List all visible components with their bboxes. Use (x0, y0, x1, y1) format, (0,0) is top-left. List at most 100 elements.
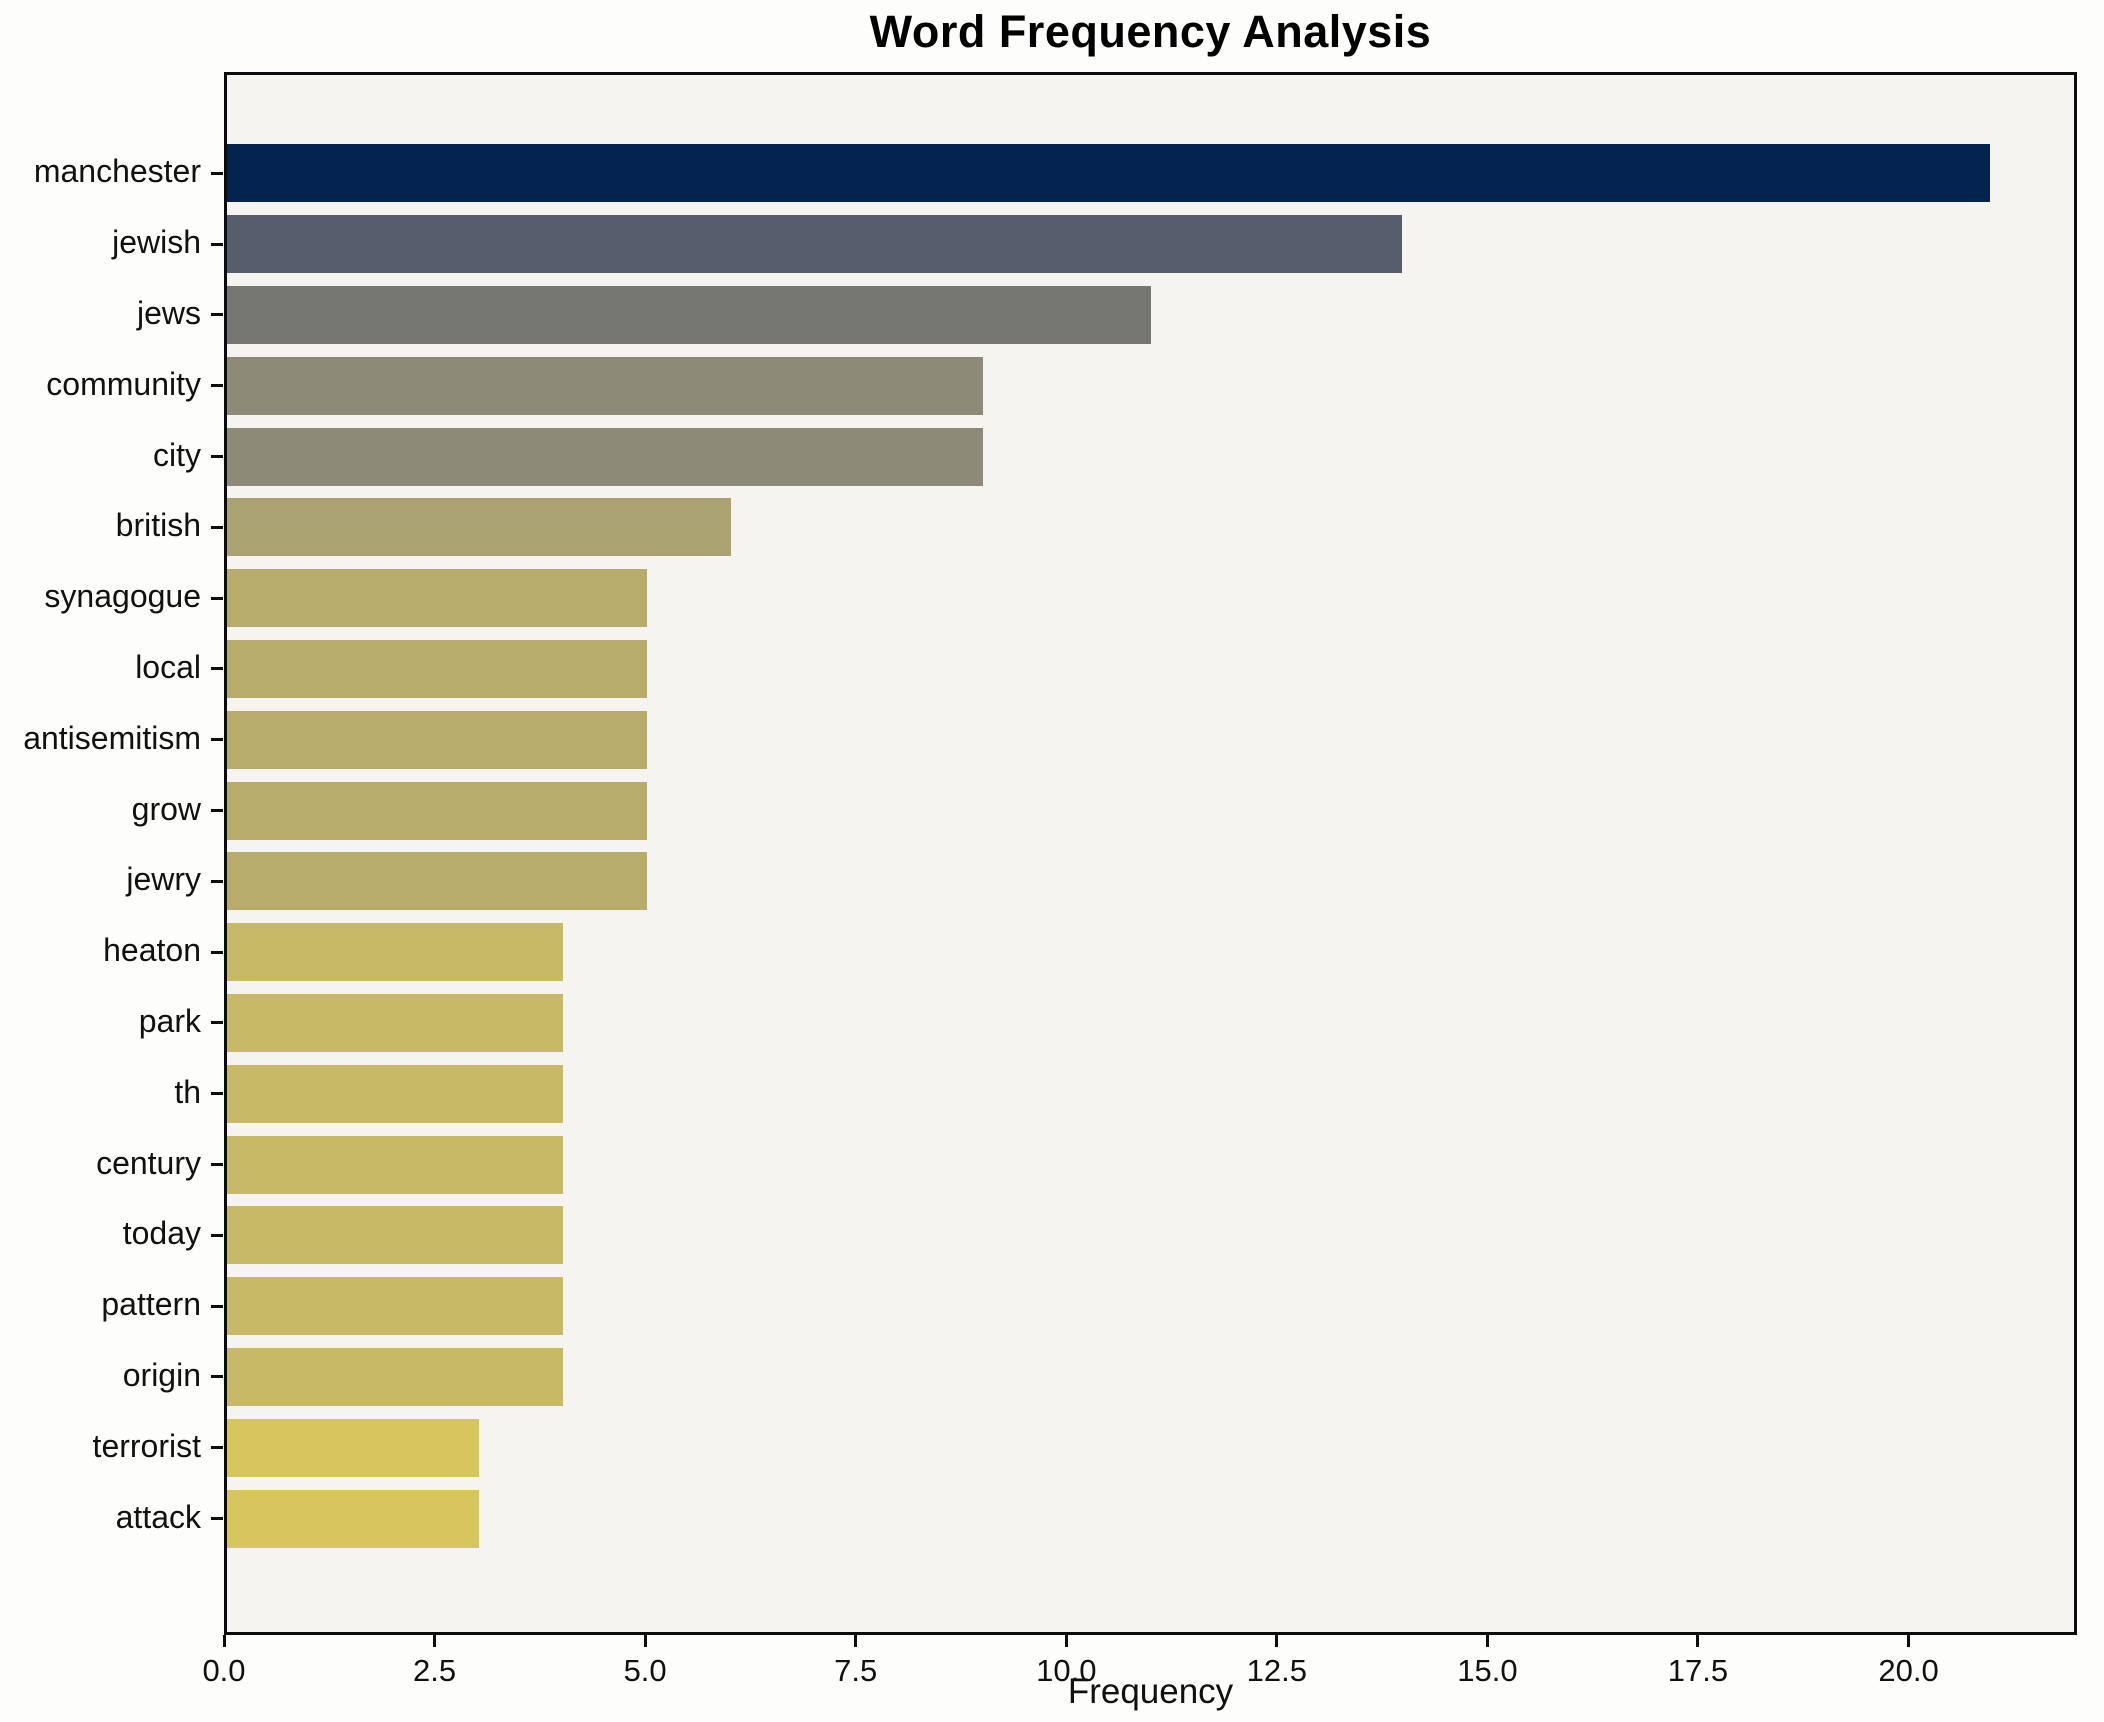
y-tick-mark (211, 1375, 223, 1379)
plot-area: manchester jewish jews community city british… (23, 72, 2077, 1635)
y-tick-label: antisemitism (23, 719, 201, 756)
y-tick-mark (211, 879, 223, 883)
y-tick-label: local (135, 648, 201, 685)
bar-today (227, 1206, 563, 1265)
chart-title: Word Frequency Analysis (869, 6, 1432, 57)
bar-row: local (135, 634, 2074, 705)
bar-row: british (116, 492, 2074, 563)
x-tick-label: 17.5 (1667, 1653, 1729, 1688)
y-tick-label: today (122, 1215, 201, 1252)
x-tick-label: 10.0 (1036, 1653, 1097, 1688)
bar-antisemitism (227, 710, 647, 769)
x-tick-mark (643, 1635, 647, 1647)
x-axis-label: Frequency (1067, 1672, 1234, 1711)
y-tick-label: park (138, 1002, 201, 1039)
y-tick-mark (211, 1163, 223, 1167)
bar-row: origin (123, 1342, 2074, 1413)
x-tick-mark (1907, 1635, 1911, 1647)
x-tick-label: 20.0 (1878, 1653, 1939, 1688)
bar-row: jewish (112, 209, 2074, 280)
bar-row: community (46, 350, 2074, 421)
x-tick-label: 0.0 (202, 1653, 246, 1688)
y-tick-label: origin (122, 1356, 201, 1393)
y-tick-mark (211, 596, 223, 600)
y-tick-mark (211, 1092, 223, 1096)
bar-row: heaton (103, 917, 2074, 988)
y-tick-mark (211, 738, 223, 742)
bar-british (227, 498, 731, 557)
bar-row: manchester (34, 138, 2074, 209)
y-tick-label: british (115, 507, 201, 544)
y-tick-label: synagogue (44, 578, 201, 615)
y-tick-mark (211, 1233, 223, 1237)
y-tick-label: jews (136, 295, 201, 332)
x-tick-mark (854, 1635, 858, 1647)
y-tick-label: heaton (103, 932, 201, 969)
x-tick-label: 7.5 (834, 1653, 878, 1688)
y-tick-mark (211, 242, 223, 246)
bar-jewry (227, 852, 647, 911)
bar-th (227, 1064, 563, 1123)
x-tick-label: 5.0 (623, 1653, 667, 1688)
y-tick-mark (211, 1517, 223, 1521)
bar-manchester (227, 144, 1991, 203)
bar-row: park (139, 988, 2074, 1059)
bar-pattern (227, 1277, 563, 1336)
bar-row: grow (132, 775, 2074, 846)
x-tick-mark (1275, 1635, 1279, 1647)
bar-terrorist (227, 1418, 479, 1477)
y-tick-mark (211, 809, 223, 813)
bar-row: city (153, 421, 2074, 492)
y-tick-mark (211, 171, 223, 175)
bar-row: jews (137, 280, 2074, 351)
bar-heaton (227, 923, 563, 982)
bar-row: attack (116, 1483, 2074, 1554)
y-tick-label: jewry (126, 861, 201, 898)
x-tick-mark (1485, 1635, 1489, 1647)
bar-attack (227, 1489, 479, 1548)
y-tick-mark (211, 384, 223, 388)
bar-jews (227, 285, 1151, 344)
y-tick-mark (211, 1446, 223, 1450)
bar-community (227, 356, 983, 415)
x-tick-label: 12.5 (1246, 1653, 1307, 1688)
bar-row: pattern (101, 1271, 2074, 1342)
bar-row: antisemitism (23, 704, 2074, 775)
y-tick-label: city (153, 436, 201, 473)
y-tick-label: grow (131, 790, 201, 827)
y-tick-mark (211, 1021, 223, 1025)
x-tick-mark (222, 1635, 226, 1647)
bar-jewish (227, 215, 1403, 274)
bar-row: jewry (126, 846, 2074, 917)
y-tick-mark (211, 1304, 223, 1308)
bar-row: today (123, 1200, 2074, 1271)
y-tick-label: century (96, 1144, 201, 1181)
y-tick-mark (211, 525, 223, 529)
x-tick-label: 15.0 (1457, 1653, 1518, 1688)
y-tick-label: attack (115, 1498, 201, 1535)
bar-row: synagogue (44, 563, 2074, 634)
y-tick-label: pattern (101, 1286, 201, 1323)
y-tick-label: th (174, 1073, 201, 1110)
bar-row: century (96, 1129, 2074, 1200)
bars-container: manchester jewish jews community city british… (23, 75, 2074, 1632)
y-tick-label: community (46, 365, 201, 402)
bar-local (227, 639, 647, 698)
y-tick-label: manchester (33, 153, 201, 190)
x-tick-label: 2.5 (413, 1653, 457, 1688)
bar-row: terrorist (93, 1412, 2074, 1483)
y-tick-mark (211, 950, 223, 954)
x-axis: 0.0 2.5 5.0 7.5 10.0 12.5 15.0 17.5 20.0 (202, 1635, 2077, 1695)
x-tick-mark (1696, 1635, 1700, 1647)
y-tick-label: terrorist (92, 1427, 201, 1464)
y-tick-mark (211, 313, 223, 317)
bar-row: th (174, 1058, 2074, 1129)
x-tick-mark (1064, 1635, 1068, 1647)
y-tick-label: jewish (112, 224, 201, 261)
bar-city (227, 427, 983, 486)
bar-park (227, 993, 563, 1052)
y-tick-mark (211, 667, 223, 671)
bar-synagogue (227, 569, 647, 628)
bar-grow (227, 781, 647, 840)
